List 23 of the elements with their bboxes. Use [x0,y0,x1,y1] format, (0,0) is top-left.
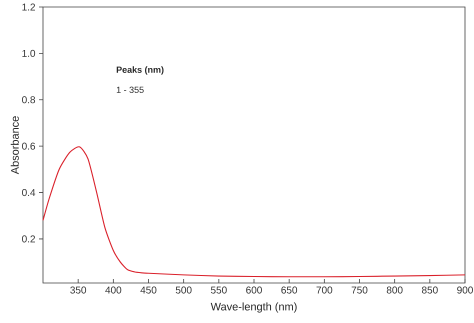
y-tick-label: 0.2 [22,235,35,242]
y-tick-label: 1.0 [22,50,36,57]
x-tick-label: 650 [281,286,298,294]
y-tick-label: 0.8 [22,96,36,104]
y-tick-label: 0.6 [22,142,36,150]
x-tick-label: 450 [140,286,156,294]
x-tick-label: 350 [70,286,86,294]
x-tick-label: 700 [316,286,332,294]
y-tick-label: 1.2 [22,4,35,10]
x-tick-label: 550 [210,286,227,294]
x-tick-label: 400 [105,286,122,294]
line-series [42,146,466,278]
annotation: Peaks (nm) [116,66,164,75]
x-tick-label: 850 [422,286,438,294]
x-tick-label: 900 [457,286,473,294]
x-tick-label: 800 [386,286,403,294]
x-axis-title: Wave-length (nm) [210,302,297,313]
x-tick-label: 750 [352,286,368,294]
x-tick-label: 500 [176,286,192,294]
y-tick-label: 0.4 [22,189,36,196]
x-tick-label: 600 [246,286,262,294]
y-axis-title: Absorbance [10,116,19,174]
annotation: 1 - 355 [116,86,144,93]
